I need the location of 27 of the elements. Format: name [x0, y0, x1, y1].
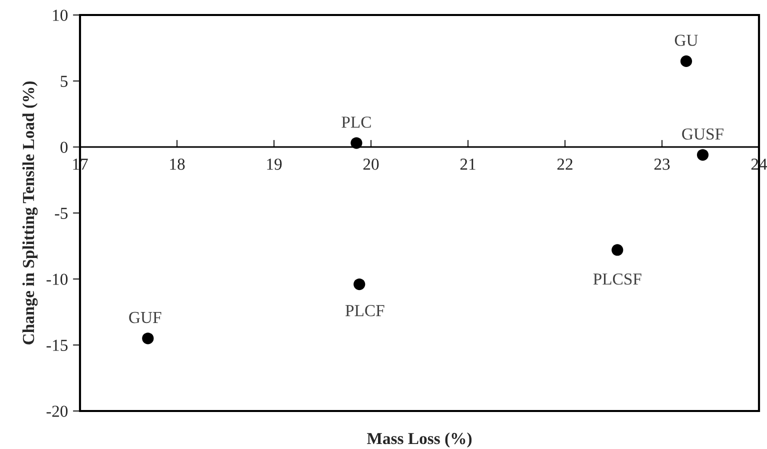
y-tick-label: -20 [46, 406, 68, 417]
annotation: GUSF [682, 128, 724, 140]
y-tick-label: 5 [60, 76, 68, 87]
annotation: PLCF [345, 305, 384, 316]
annotation: GUF [129, 312, 162, 324]
y-axis-title: Change in Splitting Tensile Load (%) [22, 82, 38, 344]
point [696, 149, 709, 161]
y-tick-label: 0 [60, 142, 68, 153]
annotation: GU [674, 34, 698, 46]
point [680, 55, 692, 68]
annotation: PLCSF [593, 273, 642, 285]
x-axis-title: Mass Loss (%) [367, 432, 472, 448]
x-tick-label: 22 [557, 158, 572, 170]
x-tick-label: 19 [267, 158, 282, 170]
point [350, 137, 362, 149]
annotation: PLC [342, 116, 371, 128]
y-tick-label: 10 [52, 10, 68, 21]
x-tick-label: 18 [170, 158, 185, 170]
point [354, 278, 366, 290]
point [142, 332, 154, 344]
y-tick-label: -15 [46, 340, 68, 351]
x-tick-label: 21 [460, 158, 476, 170]
y-tick-label: -5 [54, 208, 68, 219]
x-tick-label: 23 [654, 158, 670, 170]
x-tick-label: 20 [363, 158, 379, 170]
y-tick-label: -10 [46, 274, 68, 285]
point [612, 244, 624, 256]
